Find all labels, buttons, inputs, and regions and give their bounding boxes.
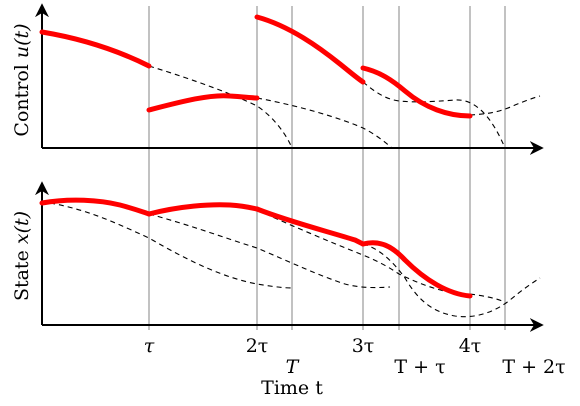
top-red-segments	[39, 14, 473, 119]
bottom-dashed-curve-5	[469, 293, 506, 303]
top-ylabel: Control u(t)	[11, 23, 33, 136]
bottom-ylabel-prefix: State	[11, 244, 33, 301]
bottom-red-segment-4	[360, 240, 473, 299]
tick-labels-row1: τ 2τ 3τ 4τ	[144, 335, 482, 357]
bottom-red-segment-2	[146, 202, 260, 217]
bottom-dashed-curve-4	[362, 243, 541, 318]
top-dashed-curve-1	[148, 65, 293, 149]
top-ylabel-math: u(t)	[11, 23, 33, 58]
top-red-segment-2	[146, 93, 260, 113]
top-red-segment-4	[360, 65, 473, 119]
tick-label-T: T	[286, 356, 300, 378]
top-dashed-curve-3	[362, 81, 506, 149]
top-red-segment-3	[254, 14, 366, 85]
bottom-dashed-curves	[49, 202, 541, 318]
bottom-panel-axes	[35, 181, 544, 332]
tick-label-2tau: 2τ	[246, 335, 269, 357]
bottom-red-segment-1	[39, 197, 152, 217]
bottom-red-trajectory	[39, 197, 473, 299]
bottom-ylabel-math: x(t)	[11, 211, 33, 244]
tick-label-4tau: 4τ	[459, 335, 482, 357]
top-dashed-curves	[148, 65, 541, 149]
bottom-dashed-curve-3	[256, 209, 471, 297]
top-red-segment-1	[39, 29, 152, 69]
tick-label-T-plus-2tau: T + 2τ	[502, 356, 565, 378]
tick-label-T-plus-tau: T + τ	[394, 356, 445, 378]
top-dashed-curve-4	[469, 95, 541, 116]
bottom-dashed-curve-2	[148, 213, 391, 289]
tick-labels-row2: T T + τ T + 2τ	[286, 356, 566, 378]
bottom-ylabel: State x(t)	[11, 211, 33, 301]
top-dashed-curve-2	[256, 97, 393, 149]
tick-label-3tau: 3τ	[352, 335, 375, 357]
top-ylabel-prefix: Control	[11, 58, 33, 137]
vertical-guide-lines	[148, 6, 506, 330]
tick-label-tau: τ	[144, 335, 155, 357]
bottom-dashed-curve-1	[49, 202, 293, 289]
x-axis-label: Time t	[261, 377, 323, 399]
bottom-red-segment-3	[254, 206, 366, 247]
